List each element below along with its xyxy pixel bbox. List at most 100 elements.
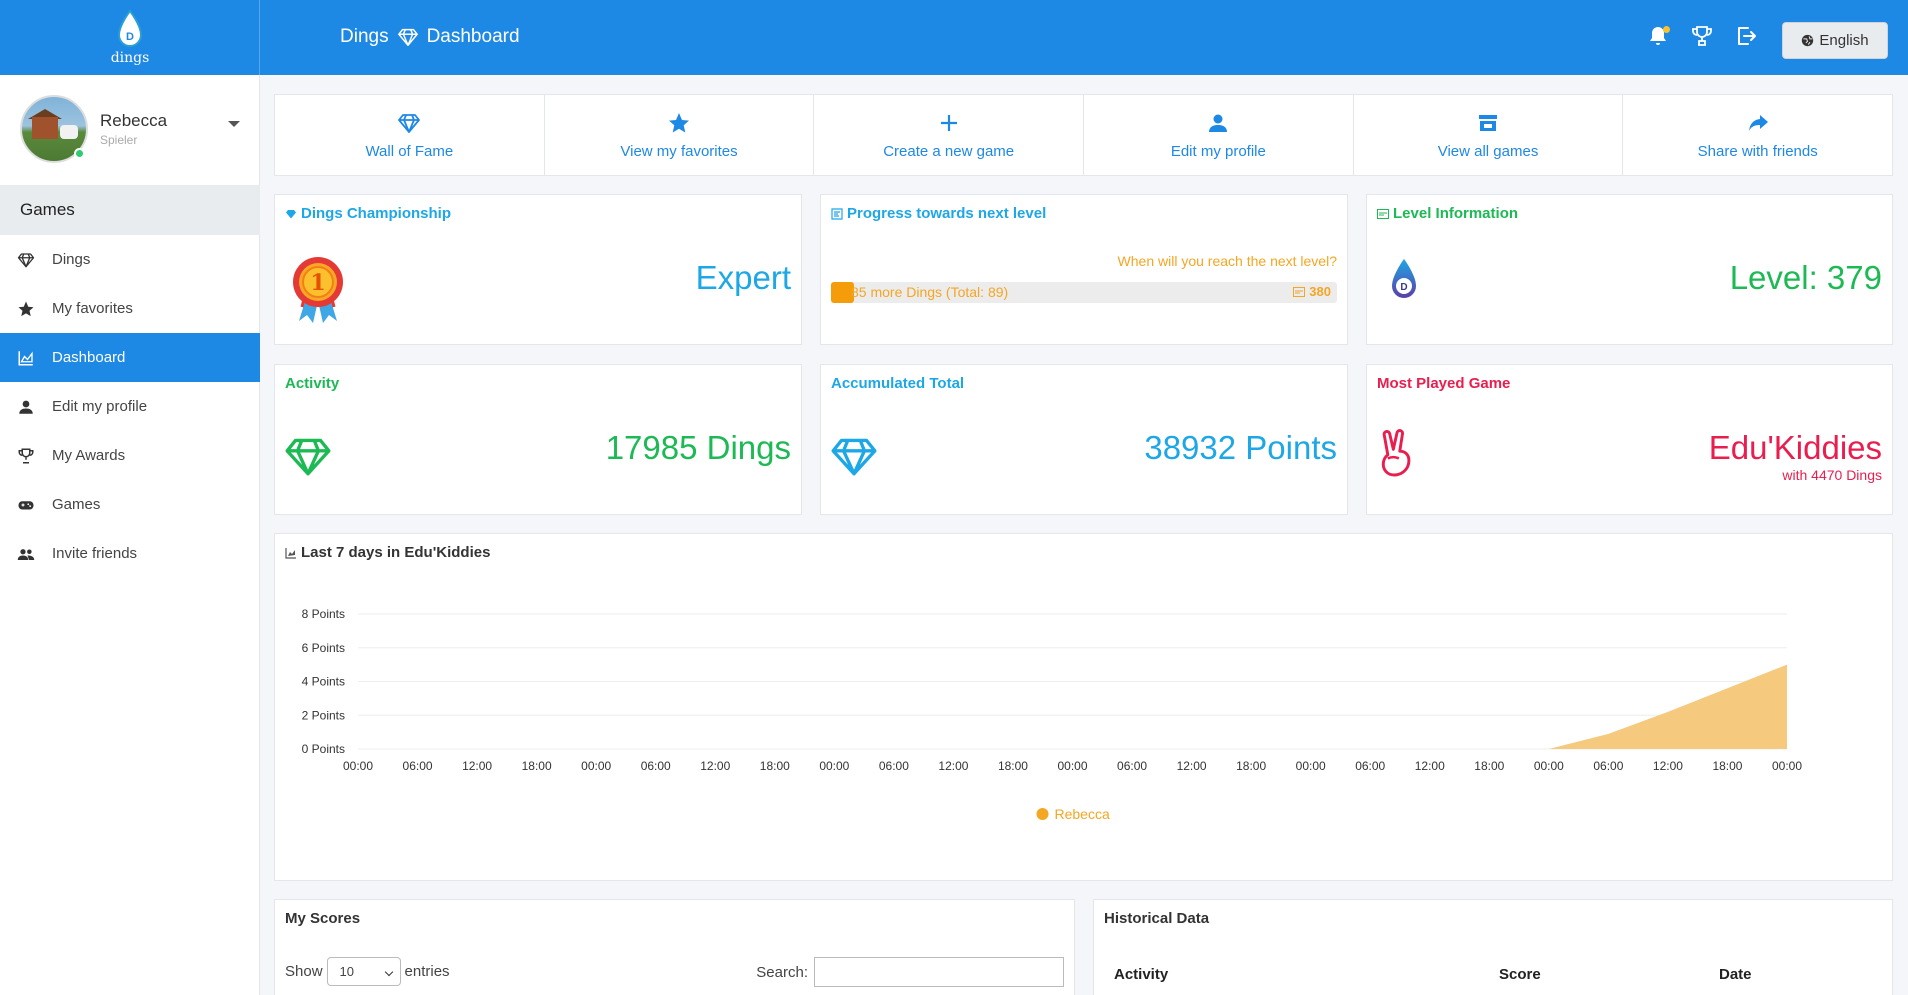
column-header-date[interactable]: Date bbox=[1719, 966, 1752, 983]
x-tick-label: 06:00 bbox=[403, 759, 433, 773]
y-tick-label: 4 Points bbox=[302, 675, 345, 689]
x-tick-label: 00:00 bbox=[1296, 759, 1326, 773]
entries-label: entries bbox=[404, 963, 450, 980]
x-tick-label: 12:00 bbox=[1415, 759, 1445, 773]
activity-value: 17985 Dings bbox=[605, 429, 791, 466]
sidebar-item-label: Edit my profile bbox=[52, 398, 148, 415]
search-input[interactable] bbox=[814, 957, 1064, 987]
language-label: English bbox=[1819, 32, 1869, 49]
card-title: Activity bbox=[285, 375, 340, 392]
card-title: Dings Championship bbox=[285, 205, 451, 222]
notification-dot bbox=[1663, 26, 1670, 33]
most-played-card: Most Played Game Edu'Kiddies with 4470 D… bbox=[1366, 364, 1893, 515]
user-name: Rebecca bbox=[100, 111, 168, 130]
progress-bar: 85 more Dings (Total: 89) 380 bbox=[831, 282, 1337, 303]
chart-area-icon bbox=[285, 547, 296, 559]
trophy-icon bbox=[1692, 26, 1712, 46]
users-icon bbox=[16, 544, 36, 564]
x-tick-label: 00:00 bbox=[343, 759, 373, 773]
series-area bbox=[358, 664, 1787, 749]
sidebar-item-awards[interactable]: My Awards bbox=[0, 431, 260, 480]
card-title: Level Information bbox=[1377, 205, 1518, 222]
globe-icon bbox=[1802, 34, 1814, 47]
x-tick-label: 12:00 bbox=[1653, 759, 1683, 773]
entries-control: Show 10 entries bbox=[285, 957, 450, 986]
card-title: Historical Data bbox=[1104, 910, 1210, 927]
x-tick-label: 12:00 bbox=[938, 759, 968, 773]
x-tick-label: 06:00 bbox=[879, 759, 909, 773]
entries-select[interactable]: 10 bbox=[326, 957, 401, 986]
level-value: Level: 379 bbox=[1729, 259, 1882, 296]
progress-question: When will you reach the next level? bbox=[1117, 253, 1337, 269]
column-header-score[interactable]: Score bbox=[1499, 966, 1541, 983]
diamond-icon bbox=[398, 113, 421, 133]
progress-card: Progress towards next level When will yo… bbox=[820, 194, 1348, 345]
x-tick-label: 12:00 bbox=[700, 759, 730, 773]
sidebar-item-dings[interactable]: Dings bbox=[0, 235, 260, 284]
medal-icon: 1 bbox=[293, 257, 343, 323]
search-label: Search: bbox=[756, 963, 808, 981]
x-tick-label: 18:00 bbox=[760, 759, 790, 773]
diamond-icon bbox=[831, 438, 877, 476]
diamond-icon bbox=[397, 28, 418, 46]
sidebar-item-favorites[interactable]: My favorites bbox=[0, 284, 260, 333]
language-button[interactable]: English bbox=[1782, 22, 1888, 59]
championship-value: Expert bbox=[695, 259, 791, 296]
awards-button[interactable] bbox=[1690, 24, 1714, 50]
card-title: Most Played Game bbox=[1377, 375, 1511, 392]
quick-action-label: Edit my profile bbox=[1170, 142, 1266, 160]
quick-action-label: Share with friends bbox=[1697, 142, 1818, 160]
legend-label: Rebecca bbox=[1055, 806, 1110, 822]
accumulated-value: 38932 Points bbox=[1144, 429, 1337, 466]
view-favorites-button[interactable]: View my favorites bbox=[545, 95, 815, 175]
x-tick-label: 06:00 bbox=[1355, 759, 1385, 773]
x-tick-label: 18:00 bbox=[522, 759, 552, 773]
top-bar: D dings Dings Dashboard English bbox=[0, 0, 1908, 75]
quick-action-label: Create a new game bbox=[883, 142, 1015, 160]
sidebar-item-invite[interactable]: Invite friends bbox=[0, 529, 260, 578]
gamepad-icon bbox=[16, 495, 36, 515]
breadcrumb-current: Dashboard bbox=[426, 26, 520, 47]
peace-hand-icon bbox=[1381, 429, 1411, 477]
level-drop-letter: D bbox=[1400, 282, 1407, 293]
id-card-icon bbox=[1377, 208, 1389, 219]
top-icons bbox=[1646, 24, 1758, 50]
y-tick-label: 0 Points bbox=[302, 742, 345, 756]
nav-section-header: Games bbox=[0, 185, 260, 235]
create-game-button[interactable]: Create a new game bbox=[814, 95, 1085, 175]
x-tick-label: 00:00 bbox=[581, 759, 611, 773]
progress-fill bbox=[831, 282, 854, 303]
chart-area-icon bbox=[16, 348, 36, 368]
user-menu-caret-icon[interactable] bbox=[228, 121, 240, 127]
sidebar-item-label: Games bbox=[52, 496, 101, 513]
x-tick-label: 12:00 bbox=[1177, 759, 1207, 773]
wall-of-fame-button[interactable]: Wall of Fame bbox=[275, 95, 545, 175]
chart-title: Last 7 days in Edu'Kiddies bbox=[285, 544, 490, 561]
sidebar-item-games[interactable]: Games bbox=[0, 480, 260, 529]
x-tick-label: 18:00 bbox=[1474, 759, 1504, 773]
sidebar-item-label: Dashboard bbox=[52, 349, 126, 366]
column-header-activity[interactable]: Activity bbox=[1114, 966, 1169, 983]
sidebar-item-dashboard[interactable]: Dashboard bbox=[0, 333, 260, 382]
brand-letter: D bbox=[126, 31, 134, 43]
view-all-games-button[interactable]: View all games bbox=[1354, 95, 1624, 175]
breadcrumb-root[interactable]: Dings bbox=[340, 26, 389, 47]
notifications-button[interactable] bbox=[1646, 24, 1670, 50]
logout-button[interactable] bbox=[1734, 24, 1758, 50]
card-title: My Scores bbox=[285, 910, 361, 927]
history-card: Historical Data Activity Score Date bbox=[1093, 899, 1893, 995]
show-label: Show bbox=[285, 963, 323, 980]
diamond-icon bbox=[285, 438, 331, 476]
x-tick-label: 06:00 bbox=[1117, 759, 1147, 773]
share-button[interactable]: Share with friends bbox=[1623, 95, 1892, 175]
dings-drop-icon: D bbox=[1392, 259, 1416, 298]
share-icon bbox=[1748, 114, 1768, 131]
y-tick-label: 8 Points bbox=[302, 607, 345, 621]
dings-logo-icon: D bbox=[117, 9, 143, 47]
quick-actions-bar: Wall of Fame View my favorites Create a … bbox=[274, 94, 1893, 176]
sidebar-item-label: My Awards bbox=[52, 447, 126, 464]
most-played-subtitle: with 4470 Dings bbox=[1782, 467, 1882, 483]
sidebar-item-edit-profile[interactable]: Edit my profile bbox=[0, 382, 260, 431]
brand[interactable]: D dings bbox=[0, 0, 260, 75]
edit-profile-button[interactable]: Edit my profile bbox=[1084, 95, 1354, 175]
